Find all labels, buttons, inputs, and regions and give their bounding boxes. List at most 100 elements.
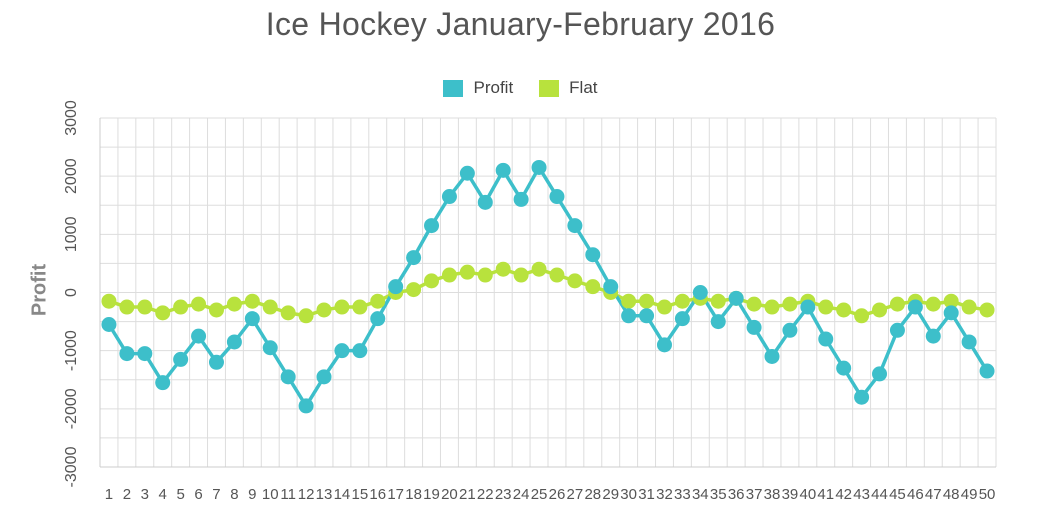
data-point-profit xyxy=(208,354,224,370)
x-tick-label: 50 xyxy=(979,486,996,503)
data-point-profit xyxy=(656,337,672,353)
data-point-flat xyxy=(854,308,870,324)
data-point-profit xyxy=(585,247,601,263)
x-tick-label: 47 xyxy=(925,486,942,503)
data-point-flat xyxy=(155,305,171,321)
x-tick-label: 23 xyxy=(495,486,512,503)
data-point-flat xyxy=(782,296,798,312)
data-point-profit xyxy=(280,369,296,385)
x-tick-label: 39 xyxy=(782,486,799,503)
data-point-profit xyxy=(352,343,368,359)
data-point-flat xyxy=(872,302,888,318)
x-tick-label: 35 xyxy=(710,486,727,503)
x-tick-label: 30 xyxy=(620,486,637,503)
data-point-profit xyxy=(943,305,959,321)
x-tick-label: 27 xyxy=(567,486,584,503)
x-tick-label: 46 xyxy=(907,486,924,503)
x-tick-label: 26 xyxy=(549,486,566,503)
data-point-flat xyxy=(370,293,386,309)
data-point-profit xyxy=(692,285,708,300)
data-point-flat xyxy=(280,305,296,321)
x-tick-label: 41 xyxy=(817,486,834,503)
x-tick-label: 13 xyxy=(316,486,333,503)
data-point-flat xyxy=(316,302,332,318)
data-point-flat xyxy=(925,296,941,312)
x-tick-label: 2 xyxy=(123,486,131,503)
data-point-flat xyxy=(979,302,995,318)
x-tick-label: 34 xyxy=(692,486,709,503)
legend-label-flat: Flat xyxy=(569,78,598,97)
data-point-flat xyxy=(674,293,690,309)
x-tick-label: 48 xyxy=(943,486,960,503)
data-point-flat xyxy=(549,267,565,283)
data-point-profit xyxy=(244,311,260,327)
data-point-flat xyxy=(191,296,207,312)
data-point-flat xyxy=(262,299,278,315)
x-tick-label: 33 xyxy=(674,486,691,503)
x-tick-label: 38 xyxy=(764,486,781,503)
data-point-flat xyxy=(889,296,905,312)
data-point-profit xyxy=(961,334,977,350)
data-point-flat xyxy=(173,299,189,315)
x-tick-label: 3 xyxy=(141,486,149,503)
data-point-profit xyxy=(639,308,655,324)
chart-series xyxy=(101,159,995,414)
legend-swatch-profit xyxy=(443,79,464,97)
data-point-profit xyxy=(603,279,619,295)
data-point-flat xyxy=(424,273,440,289)
data-point-profit xyxy=(674,311,690,327)
x-tick-label: 24 xyxy=(513,486,530,503)
data-point-profit xyxy=(531,159,547,175)
data-point-profit xyxy=(728,290,744,306)
x-tick-label: 5 xyxy=(176,486,184,503)
x-tick-label: 44 xyxy=(871,486,888,503)
data-point-flat xyxy=(477,267,493,283)
chart-grid xyxy=(99,117,997,468)
data-point-profit xyxy=(836,360,852,376)
data-point-profit xyxy=(889,322,905,338)
data-point-profit xyxy=(567,218,583,234)
data-point-flat xyxy=(334,299,350,315)
legend-item-profit[interactable]: Profit xyxy=(443,78,513,98)
y-tick-label: -3000 xyxy=(63,446,80,487)
data-point-profit xyxy=(191,328,207,344)
data-point-profit xyxy=(495,162,511,178)
x-tick-label: 16 xyxy=(369,486,386,503)
data-point-profit xyxy=(388,279,404,295)
data-point-flat xyxy=(764,299,780,315)
data-point-flat xyxy=(137,299,153,315)
data-point-profit xyxy=(925,328,941,344)
data-point-profit xyxy=(424,218,440,234)
chart-title: Ice Hockey January-February 2016 xyxy=(265,6,776,42)
legend-item-flat[interactable]: Flat xyxy=(539,78,598,98)
data-point-flat xyxy=(656,299,672,315)
data-point-profit xyxy=(155,375,171,391)
y-tick-label: 3000 xyxy=(63,100,80,136)
data-point-flat xyxy=(459,264,475,280)
data-point-profit xyxy=(818,331,834,347)
x-tick-label: 4 xyxy=(159,486,167,503)
data-point-profit xyxy=(907,299,923,315)
data-point-flat xyxy=(352,299,368,315)
data-point-profit xyxy=(872,366,888,382)
x-tick-label: 7 xyxy=(212,486,220,503)
x-tick-label: 37 xyxy=(746,486,763,503)
x-tick-label: 45 xyxy=(889,486,906,503)
x-tick-label: 40 xyxy=(799,486,816,503)
x-tick-label: 18 xyxy=(405,486,422,503)
data-point-profit xyxy=(459,165,475,181)
x-tick-label: 14 xyxy=(334,486,351,503)
y-tick-label: 2000 xyxy=(63,158,80,194)
x-tick-label: 29 xyxy=(602,486,619,503)
x-tick-label: 6 xyxy=(194,486,202,503)
data-point-profit xyxy=(549,189,565,205)
data-point-profit xyxy=(334,343,350,359)
x-tick-label: 10 xyxy=(262,486,279,503)
data-point-flat xyxy=(961,299,977,315)
x-tick-label: 8 xyxy=(230,486,238,503)
x-tick-label: 49 xyxy=(961,486,978,503)
data-point-flat xyxy=(567,273,583,289)
